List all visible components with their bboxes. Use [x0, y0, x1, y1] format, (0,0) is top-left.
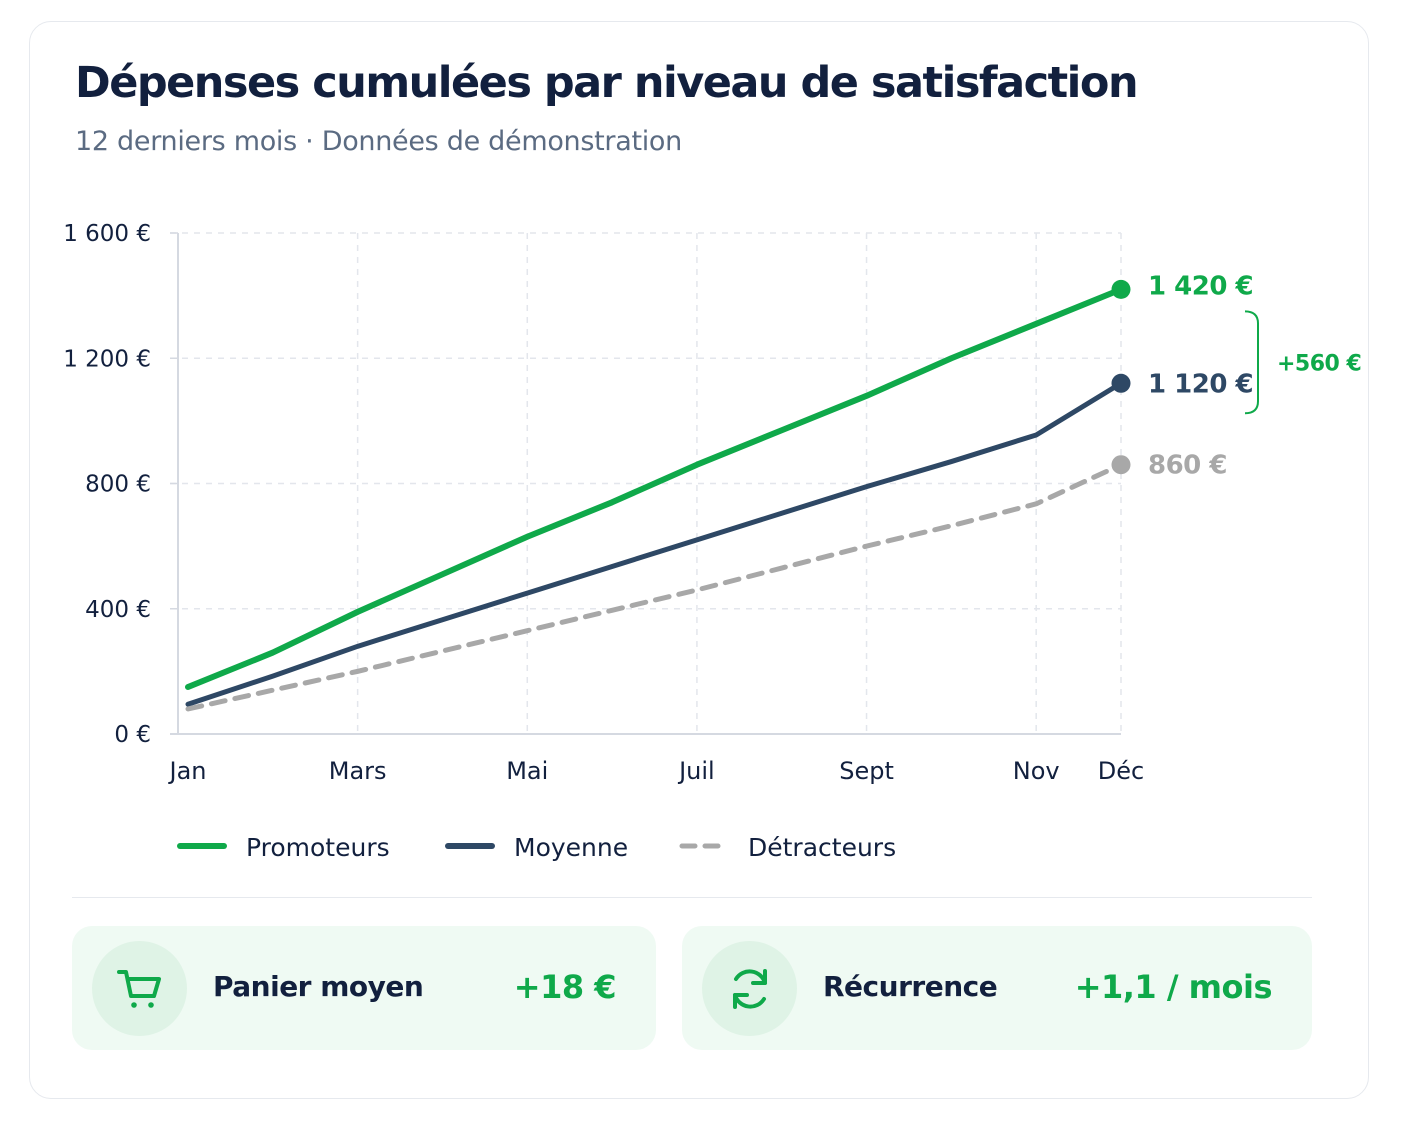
kpi-recurrence: Récurrence +1,1 / mois — [682, 926, 1312, 1050]
difference-bracket — [1244, 310, 1259, 415]
y-tick-label: 0 € — [114, 722, 151, 748]
y-tick-label: 1 200 € — [63, 346, 151, 372]
line-chart: 0 € 400 € 800 € 1 200 € 1 600 € Jan Mars Mai Jui… — [63, 221, 1362, 862]
x-tick-label: Jan — [168, 757, 207, 785]
chart-title: Dépenses cumulées par niveau de satisfac… — [75, 58, 1139, 108]
x-tick-label: Déc — [1098, 757, 1144, 785]
kpi-value: +1,1 / mois — [1074, 968, 1273, 1006]
x-tick-label: Nov — [1013, 757, 1060, 785]
legend-label-moyenne: Moyenne — [514, 833, 628, 862]
series-line-moyenne — [185, 380, 1124, 707]
series-line-detracteurs — [185, 462, 1124, 712]
kpi-label: Récurrence — [823, 970, 998, 1003]
series-line-promoteurs — [185, 286, 1124, 691]
legend-label-promoteurs: Promoteurs — [246, 833, 390, 862]
x-tick-label: Sept — [839, 757, 894, 785]
y-tick-label: 1 600 € — [63, 221, 151, 247]
end-point-moyenne — [1111, 373, 1131, 393]
kpi-label: Panier moyen — [213, 970, 424, 1003]
end-label-promoteurs: 1 420 € — [1148, 271, 1253, 301]
kpi-panier-moyen: Panier moyen +18 € — [72, 926, 656, 1050]
chart-card — [29, 21, 1369, 1099]
difference-label: +560 € — [1277, 351, 1361, 376]
refresh-icon — [702, 941, 797, 1036]
divider — [72, 897, 1312, 898]
chart-subtitle: 12 derniers mois · Données de démonstrat… — [75, 126, 682, 157]
kpi-value: +18 € — [513, 968, 617, 1006]
end-point-promoteurs — [1111, 279, 1131, 299]
end-label-moyenne: 1 120 € — [1148, 369, 1253, 399]
cart-icon — [92, 941, 187, 1036]
x-tick-label: Juil — [677, 757, 715, 785]
y-tick-label: 400 € — [85, 597, 151, 623]
end-point-detracteurs — [1111, 455, 1131, 475]
legend-label-detracteurs: Détracteurs — [748, 833, 896, 862]
x-tick-label: Mars — [329, 757, 387, 785]
end-label-detracteurs: 860 € — [1148, 451, 1227, 481]
x-tick-label: Mai — [506, 757, 548, 785]
y-tick-label: 800 € — [85, 472, 151, 498]
